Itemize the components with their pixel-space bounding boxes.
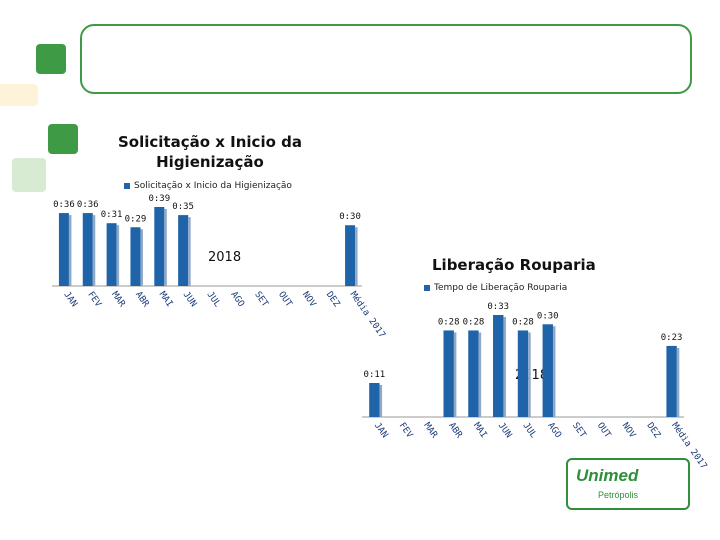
chart1-bar	[82, 213, 93, 286]
chart2-bar-shadow	[453, 332, 457, 417]
chart2-legend-key	[424, 284, 430, 291]
chart1-value-label: 0:31	[101, 210, 123, 220]
chart1-bar-shadow	[140, 229, 143, 286]
chart2-bar-shadow	[528, 332, 531, 417]
chart2-value-label: 0:28	[463, 317, 485, 327]
chart2-value-label: 0:28	[438, 317, 460, 327]
logo-city: Petrópolis	[598, 490, 639, 500]
chart2-bar-shadow	[503, 317, 506, 417]
decor-square-yellow	[0, 84, 38, 106]
page-title: MENSURAÇÃO DE SUBTEMPOS - 2018	[92, 36, 670, 72]
chart2-bar-shadow	[552, 326, 556, 417]
chart1-bar-shadow	[188, 217, 191, 286]
chart2-bar	[493, 315, 504, 417]
chart1-legend: Solicitação x Inicio da Higienização	[124, 181, 292, 191]
chart2-bar	[369, 383, 380, 417]
chart2-tick-label: SET	[570, 421, 588, 441]
chart1-value-label: 0:30	[339, 212, 361, 222]
chart2-bar-shadow	[676, 347, 680, 417]
chart1-bar	[130, 227, 141, 286]
chart1-bar	[58, 213, 69, 286]
chart2-bar	[542, 324, 553, 417]
chart1-value-label: 0:35	[172, 202, 194, 212]
chart1-title: Solicitação x Inicio da Higienização	[118, 133, 302, 171]
chart1-annotation: 2018	[208, 250, 242, 265]
chart2-bar	[517, 330, 529, 417]
chart2-bar	[443, 330, 454, 417]
chart2-tick-label: DEZ	[644, 421, 662, 441]
chart1-bar-shadow	[116, 225, 120, 286]
chart2-bar-shadow	[379, 385, 383, 417]
chart2-bar	[666, 345, 677, 417]
chart1-bar	[178, 215, 189, 286]
chart2-value-label: 0:33	[487, 302, 509, 312]
chart2-tick-label: MAR	[421, 421, 439, 441]
chart1-legend-key	[124, 182, 130, 189]
chart2-bar-shadow	[478, 332, 482, 417]
chart2-tick-label: ABR	[446, 421, 464, 441]
chart2-tick-label: AGO	[545, 421, 563, 440]
chart1-bar-shadow	[164, 209, 167, 286]
chart2-legend-label: Tempo de Liberação Rouparia	[434, 283, 568, 293]
decor-square-green-top	[36, 44, 66, 74]
chart2-title: Liberação Rouparia	[432, 256, 596, 274]
decor-square-lightgreen	[12, 158, 46, 192]
chart1-value-label: 0:29	[125, 214, 147, 224]
decor-square-green-mid	[48, 124, 78, 154]
unimed-logo: Unimed Petrópolis	[566, 458, 690, 510]
title-box	[80, 24, 692, 94]
chart2-tick-label: NOV	[620, 421, 638, 441]
chart2-tick-label: FEV	[397, 421, 415, 441]
chart1-value-label: 0:36	[53, 200, 75, 210]
chart1-bar-shadow	[92, 215, 96, 286]
chart2-value-label: 0:30	[537, 311, 559, 321]
chart1-bar	[154, 207, 165, 286]
chart2-value-label: 0:28	[512, 317, 534, 327]
chart2-value-label: 0:23	[661, 333, 683, 343]
chart1-value-label: 0:36	[77, 200, 99, 210]
chart1-value-label: 0:39	[148, 194, 170, 204]
chart2-tick-label: OUT	[595, 421, 613, 441]
logo-brand: Unimed	[576, 466, 639, 485]
chart1-bar	[106, 223, 117, 286]
chart1-bar-shadow	[355, 227, 358, 286]
chart2-legend: Tempo de Liberação Rouparia	[424, 283, 567, 293]
chart2-value-label: 0:11	[364, 370, 386, 380]
chart1-bar-shadow	[68, 215, 72, 286]
chart2-tick-label: MAI	[471, 421, 489, 440]
chart2-bar	[468, 330, 479, 417]
chart2-tick-label: JUN	[496, 421, 514, 440]
chart2-tick-label: JAN	[372, 421, 390, 440]
chart1-bar	[345, 225, 356, 286]
chart1-legend-label: Solicitação x Inicio da Higienização	[134, 181, 292, 191]
chart2-tick-label: JUL	[521, 421, 539, 440]
